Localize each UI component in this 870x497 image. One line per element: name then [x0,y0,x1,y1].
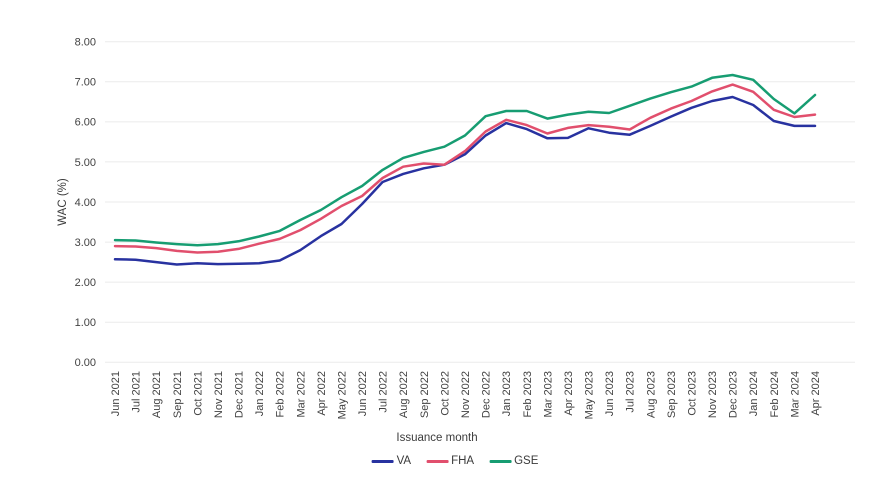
x-tick-label: May 2023 [584,371,596,419]
x-tick-label: Dec 2023 [728,371,740,418]
series-line-va [113,95,817,266]
legend-label-fha: FHA [451,455,475,467]
x-tick-label: Aug 2023 [645,371,657,418]
x-tick-label: Dec 2022 [481,371,493,418]
x-axis-tick-labels: Jun 2021 Jul 2021 Aug 2021 Sep 2021 Oct 2021… [110,371,822,419]
fha-line-swatch-icon [426,460,449,464]
x-tick-label: Sep 2021 [172,371,184,418]
y-tick-label: 0.00 [75,357,96,369]
x-tick-label: Sep 2022 [419,371,431,418]
legend-item-fha[interactable]: FHA [426,455,475,468]
y-tick-label: 7.00 [75,77,96,89]
series-line-fha [113,83,817,254]
x-tick-label: Nov 2022 [460,371,472,418]
y-axis-title: WAC (%) [57,178,69,226]
x-tick-label: Apr 2024 [810,371,822,416]
x-tick-label: Jan 2024 [748,371,760,416]
x-tick-label: Sep 2023 [666,371,678,418]
x-tick-label: Mar 2024 [789,371,801,417]
va-line-swatch-icon [371,460,394,464]
y-tick-label: 6.00 [75,117,96,129]
y-tick-label: 4.00 [75,197,96,209]
legend: VA FHA GSE [371,455,539,468]
x-tick-label: Feb 2023 [522,371,534,417]
x-tick-label: Mar 2022 [295,371,307,417]
y-tick-label: 2.00 [75,277,96,289]
x-tick-label: Jun 2023 [604,371,616,416]
y-tick-label: 3.00 [75,237,96,249]
x-tick-label: Dec 2021 [234,371,246,418]
x-tick-label: Jul 2022 [378,371,390,413]
series-lines-group [113,73,817,266]
x-tick-label: Oct 2021 [192,371,204,416]
x-tick-label: Nov 2021 [213,371,225,418]
x-tick-label: Apr 2023 [563,371,575,416]
legend-item-gse[interactable]: GSE [489,455,539,468]
gridlines-group [105,41,855,363]
x-tick-label: Jul 2021 [131,371,143,413]
y-tick-label: 5.00 [75,157,96,169]
series-line-gse [113,73,817,247]
legend-label-gse: GSE [514,455,539,467]
x-tick-label: Feb 2022 [275,371,287,417]
x-tick-label: Jan 2022 [254,371,266,416]
x-tick-label: May 2022 [336,371,348,419]
legend-item-va[interactable]: VA [371,455,412,468]
legend-label-va: VA [396,455,412,467]
x-tick-label: Mar 2023 [542,371,554,417]
x-tick-label: Aug 2021 [151,371,163,418]
x-tick-label: Feb 2024 [769,371,781,417]
y-tick-label: 8.00 [75,37,96,49]
x-tick-label: Jun 2021 [110,371,122,416]
x-tick-label: Jun 2022 [357,371,369,416]
y-axis-tick-labels: 0.00 1.00 2.00 3.00 4.00 5.00 6.00 7.00 8.00 [75,37,96,370]
x-tick-label: Oct 2022 [439,371,451,416]
gse-line-swatch-icon [489,460,512,464]
x-tick-label: Aug 2022 [398,371,410,418]
x-tick-label: Jan 2023 [501,371,513,416]
x-tick-label: Oct 2023 [686,371,698,416]
x-tick-label: Jul 2023 [625,371,637,413]
x-tick-label: Nov 2023 [707,371,719,418]
y-tick-label: 1.00 [75,317,96,329]
x-tick-label: Apr 2022 [316,371,328,416]
x-axis-title: Issuance month [396,432,477,444]
